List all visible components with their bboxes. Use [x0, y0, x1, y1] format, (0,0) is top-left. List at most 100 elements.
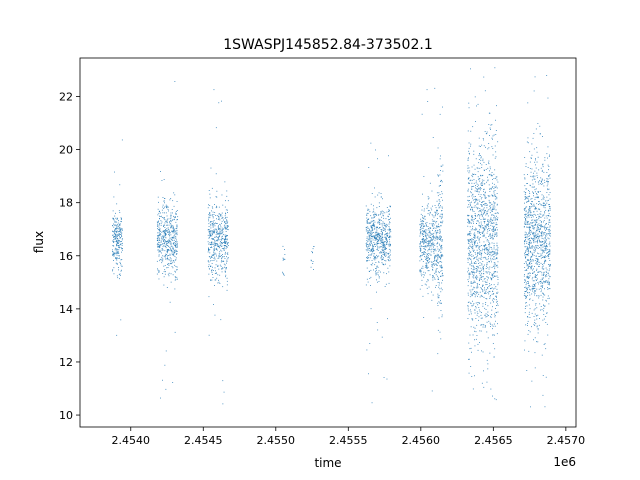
data-point — [177, 219, 178, 220]
data-point — [441, 214, 443, 216]
data-point — [436, 255, 437, 257]
data-point — [435, 250, 437, 252]
data-point — [367, 219, 369, 220]
data-point — [430, 246, 432, 248]
data-point — [493, 231, 495, 233]
data-point — [475, 227, 476, 229]
data-point — [422, 238, 424, 240]
data-point — [382, 254, 384, 255]
data-point — [175, 266, 177, 267]
data-point — [210, 224, 212, 225]
data-point — [542, 214, 544, 216]
data-point — [536, 230, 538, 232]
data-point — [486, 181, 487, 183]
data-point — [437, 275, 438, 277]
data-point — [119, 275, 121, 276]
data-point — [435, 213, 437, 215]
data-point — [157, 246, 159, 247]
data-point — [422, 241, 424, 243]
data-point — [120, 219, 122, 220]
data-point — [536, 263, 538, 265]
data-point — [439, 239, 440, 240]
data-point — [534, 208, 536, 210]
data-point — [284, 254, 286, 255]
data-point — [313, 246, 315, 247]
data-point — [542, 202, 544, 204]
data-point — [469, 264, 471, 266]
data-point — [208, 229, 210, 230]
data-point — [165, 220, 166, 222]
data-point — [376, 322, 378, 323]
data-point — [216, 223, 218, 224]
data-point — [215, 196, 217, 198]
data-point — [423, 176, 425, 177]
data-point — [433, 252, 435, 254]
data-point — [114, 236, 116, 238]
data-point — [215, 272, 217, 274]
data-point — [532, 288, 534, 290]
data-point — [481, 232, 483, 234]
data-point — [375, 272, 377, 274]
data-point — [495, 320, 496, 322]
data-point — [547, 146, 549, 148]
data-point — [175, 221, 177, 223]
data-point — [494, 313, 495, 315]
data-point — [164, 255, 166, 256]
data-point — [439, 244, 441, 246]
data-point — [542, 252, 543, 254]
data-point — [117, 225, 119, 227]
data-point — [475, 214, 476, 216]
data-point — [224, 242, 226, 244]
data-point — [483, 188, 485, 190]
data-point — [542, 264, 543, 265]
data-point — [545, 280, 547, 282]
data-point — [433, 275, 434, 277]
data-point — [468, 215, 470, 216]
data-point — [527, 325, 528, 326]
data-point — [226, 229, 228, 230]
data-point — [433, 235, 434, 237]
data-point — [529, 223, 531, 225]
data-point — [528, 311, 530, 313]
data-point — [542, 246, 544, 248]
data-point — [216, 215, 218, 217]
data-point — [475, 253, 477, 255]
data-point — [441, 206, 443, 208]
data-point — [427, 210, 429, 212]
data-point — [387, 235, 388, 237]
data-point — [479, 311, 481, 313]
data-point — [439, 249, 440, 251]
data-point — [530, 266, 532, 268]
data-point — [534, 291, 536, 293]
data-point — [209, 256, 211, 258]
data-point — [540, 181, 542, 182]
data-point — [493, 251, 494, 253]
data-point — [382, 227, 384, 228]
data-point — [527, 247, 528, 249]
data-point — [473, 269, 475, 270]
data-point — [366, 212, 368, 214]
data-point — [544, 225, 546, 227]
data-point — [213, 260, 215, 261]
data-point — [164, 239, 165, 240]
data-point — [114, 224, 116, 226]
data-point — [546, 253, 548, 254]
data-point — [210, 247, 211, 248]
data-point — [529, 299, 530, 301]
data-point — [540, 255, 542, 257]
data-point — [477, 286, 479, 288]
data-point — [473, 275, 475, 277]
data-point — [539, 256, 541, 257]
data-point — [531, 179, 533, 181]
data-point — [492, 254, 494, 255]
data-point — [529, 212, 531, 214]
data-point — [224, 264, 226, 266]
data-point — [547, 298, 549, 299]
data-point — [472, 194, 474, 196]
data-point — [211, 238, 213, 239]
data-point — [524, 256, 526, 258]
data-point — [115, 234, 116, 236]
data-point — [388, 213, 390, 215]
data-point — [535, 255, 537, 257]
data-point — [471, 166, 473, 168]
